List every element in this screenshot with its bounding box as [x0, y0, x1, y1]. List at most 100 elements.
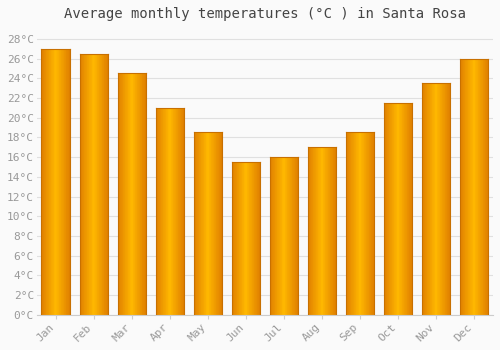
- Bar: [272, 157, 273, 315]
- Bar: [487, 58, 488, 315]
- Bar: [270, 157, 271, 315]
- Bar: [482, 58, 484, 315]
- Bar: [480, 58, 481, 315]
- Bar: [395, 103, 396, 315]
- Bar: [274, 157, 276, 315]
- Bar: [130, 74, 131, 315]
- Bar: [89, 54, 90, 315]
- Bar: [144, 74, 146, 315]
- Bar: [429, 83, 430, 315]
- Bar: [236, 162, 238, 315]
- Bar: [240, 162, 241, 315]
- Bar: [477, 58, 478, 315]
- Bar: [91, 54, 92, 315]
- Bar: [86, 54, 88, 315]
- Bar: [53, 49, 54, 315]
- Bar: [280, 157, 281, 315]
- Bar: [58, 49, 59, 315]
- Bar: [202, 133, 203, 315]
- Bar: [284, 157, 286, 315]
- Bar: [258, 162, 260, 315]
- Bar: [402, 103, 403, 315]
- Bar: [42, 49, 43, 315]
- Bar: [92, 54, 93, 315]
- Bar: [271, 157, 272, 315]
- Bar: [283, 157, 284, 315]
- Bar: [401, 103, 402, 315]
- Bar: [123, 74, 124, 315]
- Bar: [484, 58, 486, 315]
- Bar: [281, 157, 282, 315]
- Bar: [68, 49, 70, 315]
- Bar: [139, 74, 140, 315]
- Bar: [180, 108, 181, 315]
- Bar: [440, 83, 441, 315]
- Bar: [133, 74, 134, 315]
- Bar: [102, 54, 103, 315]
- Bar: [84, 54, 85, 315]
- Bar: [326, 147, 327, 315]
- Bar: [319, 147, 320, 315]
- Bar: [251, 162, 252, 315]
- Bar: [45, 49, 46, 315]
- Bar: [462, 58, 464, 315]
- Bar: [255, 162, 256, 315]
- Bar: [476, 58, 477, 315]
- Bar: [206, 133, 207, 315]
- Bar: [119, 74, 120, 315]
- Bar: [242, 162, 243, 315]
- Bar: [331, 147, 332, 315]
- Bar: [204, 133, 205, 315]
- Bar: [273, 157, 274, 315]
- Bar: [213, 133, 214, 315]
- Bar: [468, 58, 469, 315]
- Bar: [474, 58, 475, 315]
- Bar: [100, 54, 101, 315]
- Bar: [439, 83, 440, 315]
- Bar: [134, 74, 136, 315]
- Bar: [350, 133, 352, 315]
- Bar: [391, 103, 392, 315]
- Bar: [449, 83, 450, 315]
- Bar: [177, 108, 178, 315]
- Bar: [410, 103, 411, 315]
- Bar: [314, 147, 315, 315]
- Bar: [216, 133, 217, 315]
- Bar: [105, 54, 106, 315]
- Bar: [47, 49, 48, 315]
- Bar: [196, 133, 197, 315]
- Bar: [65, 49, 66, 315]
- Bar: [406, 103, 408, 315]
- Bar: [293, 157, 294, 315]
- Bar: [423, 83, 424, 315]
- Bar: [93, 54, 94, 315]
- Bar: [235, 162, 236, 315]
- Bar: [67, 49, 68, 315]
- Bar: [327, 147, 328, 315]
- Bar: [446, 83, 448, 315]
- Bar: [390, 103, 391, 315]
- Bar: [165, 108, 166, 315]
- Bar: [207, 133, 208, 315]
- Bar: [393, 103, 394, 315]
- Bar: [438, 83, 439, 315]
- Bar: [486, 58, 487, 315]
- Bar: [448, 83, 449, 315]
- Bar: [311, 147, 312, 315]
- Bar: [436, 83, 438, 315]
- Bar: [241, 162, 242, 315]
- Bar: [365, 133, 366, 315]
- Bar: [176, 108, 177, 315]
- Bar: [52, 49, 53, 315]
- Bar: [461, 58, 462, 315]
- Bar: [170, 108, 171, 315]
- Bar: [279, 157, 280, 315]
- Bar: [246, 162, 248, 315]
- Bar: [478, 58, 479, 315]
- Bar: [210, 133, 212, 315]
- Bar: [167, 108, 168, 315]
- Bar: [244, 162, 245, 315]
- Bar: [278, 157, 279, 315]
- Bar: [335, 147, 336, 315]
- Bar: [428, 83, 429, 315]
